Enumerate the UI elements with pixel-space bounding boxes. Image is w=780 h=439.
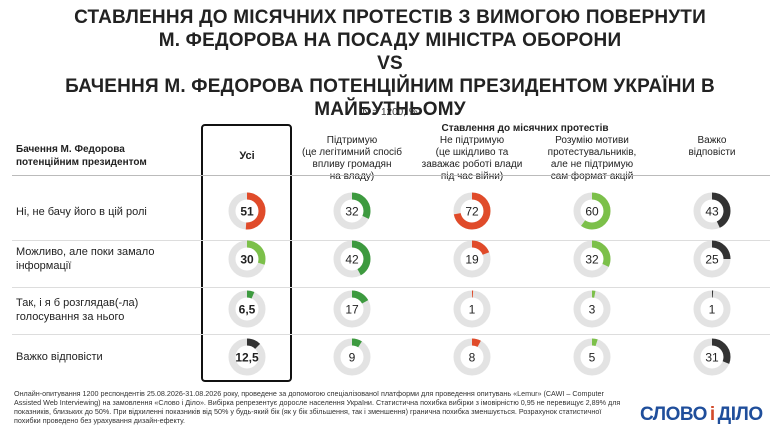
donut-cell: 32	[333, 192, 371, 230]
donut-value-arc	[453, 290, 491, 328]
row-divider	[12, 334, 770, 335]
donut-value-label: 60	[585, 205, 599, 219]
donut-value-arc	[333, 338, 371, 376]
title-line-1: СТАВЛЕННЯ ДО МІСЯЧНИХ ПРОТЕСТІВ З ВИМОГО…	[74, 7, 706, 28]
donut-value-arc	[573, 338, 611, 376]
donut-cell: 60	[573, 192, 611, 230]
donut-value-arc	[228, 338, 266, 376]
donut-value-arc	[333, 240, 371, 278]
logo-separator: і	[709, 404, 715, 425]
row-header-label: Бачення М. Федорова потенційним президен…	[16, 144, 147, 168]
donut-cell: 51	[228, 192, 266, 230]
row-label-1: Можливо, але поки замало інформації	[16, 246, 155, 272]
donut-cell: 9	[333, 338, 371, 376]
donut-value-arc	[333, 192, 371, 230]
donut-cell: 72	[453, 192, 491, 230]
donut-value-arc	[693, 338, 731, 376]
donut-value-arc	[573, 240, 611, 278]
donut-value-arc	[573, 290, 611, 328]
donut-value-arc	[453, 192, 491, 230]
donut-value-label: 72	[465, 205, 479, 219]
donut-cell: 31	[693, 338, 731, 376]
donut-value-arc	[693, 290, 731, 328]
sample-size-label: N = 1200, %	[362, 107, 418, 118]
row-label-3: Важко відповісти	[16, 351, 103, 363]
all-respondents-highlight-box	[201, 124, 292, 382]
donut-value-label: 32	[585, 253, 599, 267]
donut-cell: 8	[453, 338, 491, 376]
title-line-4: БАЧЕННЯ М. ФЕДОРОВА ПОТЕНЦІЙНИМ ПРЕЗИДЕН…	[65, 76, 715, 120]
protest-attitude-header: Ставлення до місячних протестів	[441, 123, 609, 134]
donut-value-arc	[693, 240, 731, 278]
donut-value-label: 32	[345, 205, 359, 219]
donut-cell: 19	[453, 240, 491, 278]
donut-value-arc	[228, 290, 266, 328]
donut-cell: 43	[693, 192, 731, 230]
column-header-2: Не підтримую (це шкідливо та заважає робот…	[421, 135, 523, 182]
column-header-1: Підтримую (це легітимний спосіб впливу гро…	[302, 135, 402, 182]
donut-value-arc	[333, 290, 371, 328]
donut-cell: 3	[573, 290, 611, 328]
donut-cell: 30	[228, 240, 266, 278]
donut-value-label: 42	[345, 253, 359, 267]
donut-value-arc	[453, 240, 491, 278]
row-divider	[12, 287, 770, 288]
donut-cell: 32	[573, 240, 611, 278]
column-header-3: Розумію мотиви протестувальників, але не п…	[547, 135, 637, 182]
donut-value-label: 1	[709, 303, 716, 317]
title-line-3: VS	[377, 53, 403, 74]
donut-cell: 12,5	[228, 338, 266, 376]
donut-value-arc	[228, 192, 266, 230]
logo-word-1: СЛОВО	[640, 404, 707, 425]
page-title: СТАВЛЕННЯ ДО МІСЯЧНИХ ПРОТЕСТІВ З ВИМОГО…	[0, 6, 780, 121]
row-label-2: Так, і я б розглядав(-ла) голосування за …	[16, 297, 139, 323]
donut-cell: 5	[573, 338, 611, 376]
donut-value-label: 8	[469, 351, 476, 365]
donut-value-label: 9	[349, 351, 356, 365]
donut-value-arc	[228, 240, 266, 278]
slovo-i-dilo-logo: СЛОВО і ДІЛО	[640, 404, 763, 426]
donut-cell: 25	[693, 240, 731, 278]
methodology-footnote: Онлайн-опитування 1200 респондентів 25.0…	[14, 389, 621, 425]
row-label-0: Ні, не бачу його в цій ролі	[16, 206, 147, 218]
donut-value-label: 17	[345, 303, 359, 317]
donut-cell: 6,5	[228, 290, 266, 328]
donut-cell: 42	[333, 240, 371, 278]
donut-value-label: 51	[240, 205, 254, 219]
donut-cell: 1	[693, 290, 731, 328]
donut-value-arc	[453, 338, 491, 376]
title-line-2: М. ФЕДОРОВА НА ПОСАДУ МІНІСТРА ОБОРОНИ	[158, 30, 622, 51]
donut-value-label: 31	[705, 351, 719, 365]
donut-value-label: 3	[589, 303, 596, 317]
donut-value-label: 19	[465, 253, 479, 267]
donut-value-label: 12,5	[235, 351, 259, 365]
donut-value-label: 1	[469, 303, 476, 317]
column-header-0: Усі	[239, 150, 255, 162]
donut-cell: 1	[453, 290, 491, 328]
header-divider	[12, 175, 770, 176]
donut-value-arc	[573, 192, 611, 230]
donut-cell: 17	[333, 290, 371, 328]
donut-value-arc	[693, 192, 731, 230]
logo-word-2: ДІЛО	[717, 404, 763, 425]
donut-value-label: 25	[705, 253, 719, 267]
donut-value-label: 5	[589, 351, 596, 365]
donut-value-label: 30	[240, 253, 254, 267]
column-header-4: Важко відповісти	[688, 135, 736, 158]
row-divider	[12, 240, 770, 241]
donut-value-label: 43	[705, 205, 719, 219]
donut-value-label: 6,5	[239, 303, 256, 317]
